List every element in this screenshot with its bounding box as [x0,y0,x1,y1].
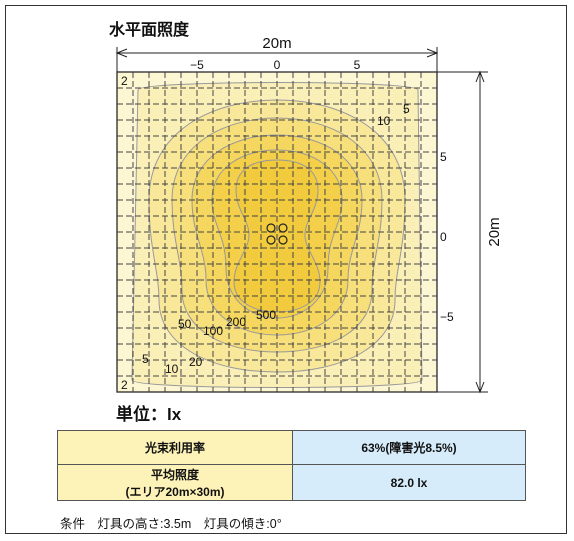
avg-illuminance-label: 平均照度 (エリア20m×30m) [57,464,293,501]
luminaire-icon [278,223,288,233]
figure-frame [5,5,567,534]
illuminance-diagram: 2 5 10 2 5 10 20 50 100 200 500 20m 20m … [115,35,503,394]
avg-illuminance-label-line1: 平均照度 [150,467,199,482]
plot-border [116,71,438,393]
luminaire-icon [266,235,276,245]
luminaire-icon [278,235,288,245]
luminaire-markers [266,223,288,245]
contour-label: 500 [256,308,276,322]
y-tick-label: 0 [440,230,447,244]
utilization-value: 63%(障害光8.5%) [292,430,526,465]
unit-label: 単位：lx [116,405,182,424]
contour-label: 10 [377,114,391,128]
grid-lines [117,72,437,392]
x-tick-label: 5 [354,58,361,72]
contour-label: 5 [403,102,410,116]
contour-label: 50 [178,317,192,331]
contour-labels: 2 5 10 2 5 10 20 50 100 200 500 [121,74,410,392]
axis-ticks: −5 0 5 5 0 −5 [190,58,454,324]
x-tick-label: −5 [190,58,204,72]
contour-label: 100 [203,324,223,338]
table-row: 平均照度 (エリア20m×30m) 82.0 lx [57,464,526,501]
conditions-text: 条件 灯具の高さ:3.5m 灯具の傾き:0° [60,517,282,531]
width-label: 20m [262,35,291,52]
y-tick-label: 5 [440,150,447,164]
table-row: 光束利用率 63%(障害光8.5%) [57,430,526,465]
contour-label: 20 [189,355,203,369]
width-dimension [115,47,439,72]
contour-label: 2 [121,74,128,88]
avg-illuminance-value: 82.0 lx [292,464,526,501]
x-tick-label: 0 [274,58,281,72]
contour-label: 200 [226,315,246,329]
page-title: 水平面照度 [109,22,190,39]
contour-label: 5 [142,352,149,366]
utilization-label: 光束利用率 [57,430,293,465]
height-dimension [437,70,488,394]
avg-illuminance-label-line2: (エリア20m×30m) [125,484,225,499]
contour-label: 2 [121,378,128,392]
luminaire-icon [266,223,276,233]
y-tick-label: −5 [440,310,454,324]
contour-label: 10 [165,362,179,376]
results-table: 光束利用率 63%(障害光8.5%) 平均照度 (エリア20m×30m) 82.… [57,430,526,501]
height-label: 20m [486,217,503,246]
